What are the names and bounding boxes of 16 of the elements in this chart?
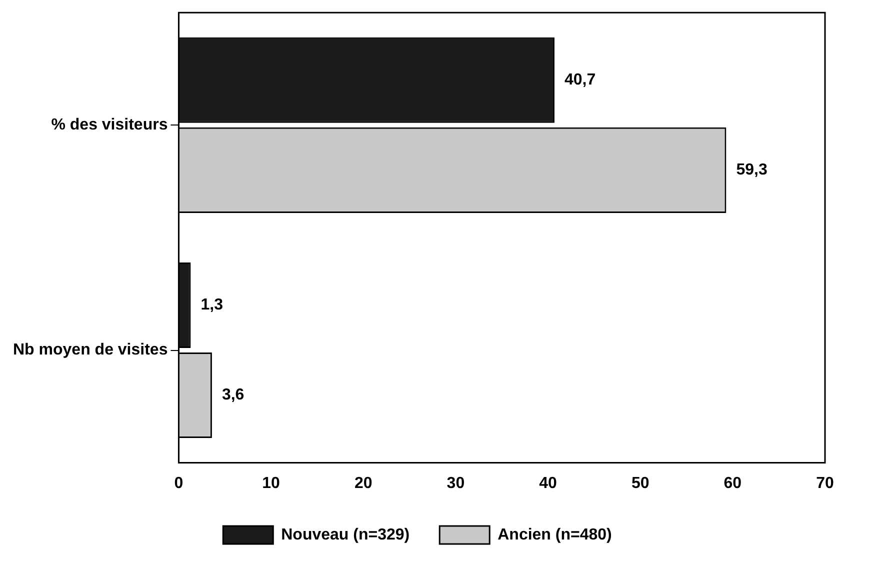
legend-label: Nouveau (n=329) [281, 526, 410, 544]
x-tick-label: 60 [724, 474, 742, 492]
data-label: 40,7 [564, 72, 596, 89]
data-label: 1,3 [200, 296, 224, 314]
y-tick-label: % des visiteurs [51, 116, 168, 134]
legend-label: Ancien (n=480) [498, 526, 612, 544]
x-tick-label: 40 [539, 474, 558, 492]
x-tick-label: 20 [354, 474, 372, 492]
data-label: 59,3 [736, 162, 768, 179]
y-tick-label: Nb moyen de visites [13, 342, 168, 359]
x-tick-label: 50 [631, 474, 650, 492]
x-tick-label: 0 [174, 474, 184, 492]
x-tick-label: 70 [816, 474, 834, 492]
x-tick-label: 30 [446, 474, 465, 492]
x-tick-label: 10 [262, 474, 280, 492]
data-label: 3,6 [222, 386, 244, 404]
